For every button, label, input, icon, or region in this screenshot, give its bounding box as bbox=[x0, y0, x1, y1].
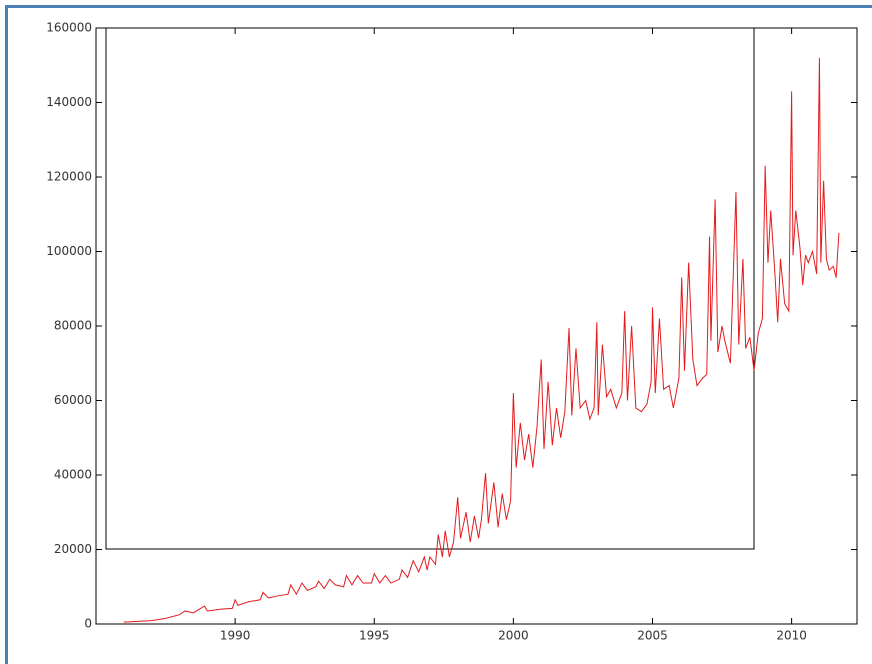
y-tick-label: 40000 bbox=[54, 468, 92, 482]
y-tick-label: 160000 bbox=[46, 21, 92, 35]
y-tick-label: 60000 bbox=[54, 393, 92, 407]
x-tick-label: 1995 bbox=[359, 629, 390, 643]
y-tick-label: 80000 bbox=[54, 319, 92, 333]
y-tick-label: 20000 bbox=[54, 542, 92, 556]
selection-box bbox=[105, 27, 755, 550]
x-tick-label: 2010 bbox=[776, 629, 807, 643]
x-tick-label: 2005 bbox=[637, 629, 668, 643]
plot-border bbox=[95, 27, 858, 625]
x-tick-label: 2000 bbox=[498, 629, 529, 643]
window-frame bbox=[5, 5, 872, 664]
x-tick-label: 1990 bbox=[220, 629, 251, 643]
y-tick-label: 0 bbox=[84, 617, 92, 631]
y-tick-label: 140000 bbox=[46, 95, 92, 109]
data-line bbox=[123, 57, 840, 623]
y-tick-label: 120000 bbox=[46, 170, 92, 184]
y-tick-label: 100000 bbox=[46, 244, 92, 258]
